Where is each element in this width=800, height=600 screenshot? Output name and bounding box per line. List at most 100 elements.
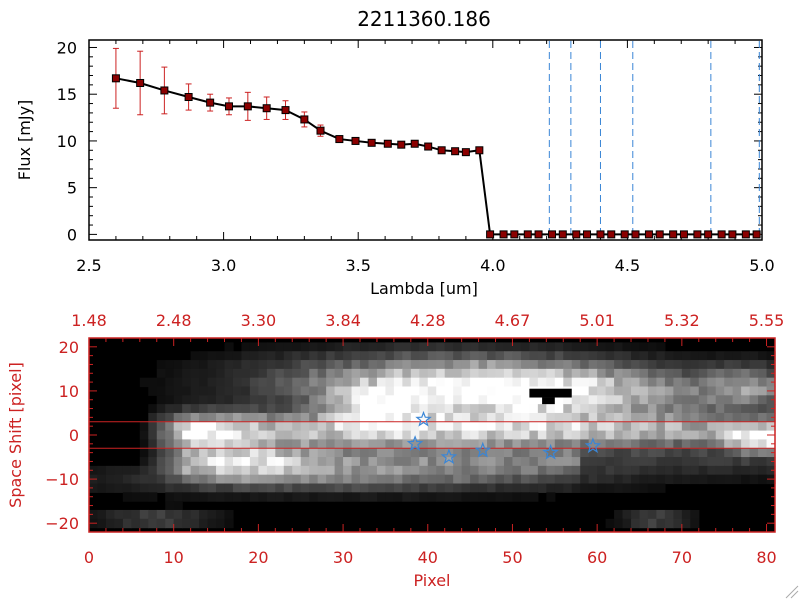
heatmap-cell: [148, 404, 158, 414]
heatmap-cell: [283, 351, 293, 361]
heatmap-cell: [105, 474, 116, 485]
heatmap-cell: [724, 421, 734, 432]
heatmap-cell: [216, 439, 226, 449]
heatmap-cell: [749, 421, 759, 432]
heatmap-cell: [673, 360, 683, 370]
heatmap-cell: [444, 404, 454, 414]
heatmap-cell: [470, 368, 480, 379]
heatmap-cell: [393, 465, 403, 476]
heatmap-cell: [343, 474, 353, 485]
heatmap-cell: [376, 386, 387, 396]
heatmap-cell: [639, 368, 649, 379]
heatmap-cell: [732, 430, 742, 441]
heatmap-cell: [410, 386, 420, 396]
heatmap-cell: [732, 377, 742, 388]
heatmap-cell: [571, 368, 581, 379]
heatmap-cell: [385, 377, 395, 388]
heatmap-cell: [427, 465, 437, 476]
heatmap-cell: [690, 368, 700, 379]
heatmap-cell: [563, 351, 573, 361]
heatmap-cell: [470, 351, 480, 361]
heatmap-cell: [732, 448, 742, 458]
heatmap-cell: [334, 412, 344, 423]
heatmap-cell: [444, 377, 454, 388]
heatmap-cell: [199, 465, 209, 476]
heatmap-cell: [597, 360, 607, 370]
heatmap-cell: [461, 439, 471, 449]
top-x-tick-label: 2.5: [76, 256, 101, 275]
heatmap-cell: [249, 474, 259, 485]
heatmap-cell: [182, 474, 192, 485]
heatmap-cell: [487, 439, 497, 449]
heatmap-cell: [698, 368, 708, 379]
heatmap-cell: [249, 404, 259, 414]
heatmap-cell: [741, 430, 751, 441]
heatmap-cell: [707, 412, 717, 423]
heatmap-cell: [512, 351, 522, 361]
heatmap-cell: [410, 421, 420, 432]
heatmap-cell: [529, 351, 539, 361]
heatmap-cell: [224, 492, 234, 502]
heatmap-cell: [529, 412, 539, 423]
heatmap-cell: [385, 421, 395, 432]
heatmap-cell: [453, 457, 463, 467]
heatmap-cell: [622, 404, 632, 414]
heatmap-cell: [664, 412, 674, 423]
heatmap-cell: [631, 518, 641, 529]
heatmap-cell: [326, 483, 336, 493]
heatmap-cell: [182, 404, 192, 414]
heatmap-cell: [165, 501, 175, 511]
heatmap-cell: [232, 360, 243, 370]
heatmap-cell: [114, 465, 124, 476]
heatmap-cell: [173, 395, 183, 405]
heatmap-cell: [546, 351, 556, 361]
heatmap-cell: [139, 421, 149, 432]
flux-data-point: [717, 230, 726, 239]
heatmap-cell: [249, 483, 259, 493]
heatmap-cell: [309, 395, 319, 405]
heatmap-cell: [444, 395, 454, 405]
heatmap-cell: [664, 351, 674, 361]
heatmap-cell: [402, 457, 412, 467]
heatmap-cell: [182, 492, 192, 502]
heatmap-cell: [487, 404, 497, 414]
heatmap-cell: [351, 492, 361, 502]
heatmap-cell: [300, 386, 310, 396]
heatmap-cell: [232, 351, 243, 361]
heatmap-cell: [520, 439, 530, 449]
heatmap-cell: [427, 421, 437, 432]
bottom-x-tick-label: 10: [164, 548, 184, 567]
heatmap-cell: [249, 386, 259, 396]
heatmap-cell: [588, 483, 598, 493]
heatmap-cell: [690, 412, 700, 423]
heatmap-cell: [503, 439, 514, 449]
heatmap-cell: [639, 412, 649, 423]
heatmap-cell: [622, 395, 632, 405]
heatmap-cell: [292, 342, 302, 352]
heatmap-cell: [258, 448, 268, 458]
heatmap-cell: [529, 474, 539, 485]
heatmap-cell: [182, 457, 192, 467]
heatmap-cell: [385, 474, 395, 485]
heatmap-cell: [588, 360, 598, 370]
heatmap-cell: [360, 465, 370, 476]
top-x-tick-label: 3.5: [345, 256, 370, 275]
heatmap-cell: [232, 412, 243, 423]
heatmap-cell: [563, 342, 573, 352]
heatmap-cell: [681, 377, 691, 388]
heatmap-cell: [520, 457, 530, 467]
heatmap-cell: [139, 518, 149, 529]
heatmap-cell: [275, 412, 285, 423]
heatmap-cell: [622, 518, 632, 529]
resize-grip-icon[interactable]: [785, 585, 799, 599]
heatmap-cell: [224, 457, 234, 467]
heatmap-cell: [292, 457, 302, 467]
heatmap-cell: [402, 483, 412, 493]
heatmap-cell: [326, 474, 336, 485]
heatmap-cell: [427, 457, 437, 467]
heatmap-cell: [503, 457, 514, 467]
heatmap-cell: [351, 395, 361, 405]
heatmap-cell: [554, 430, 564, 441]
heatmap-cell: [258, 377, 268, 388]
heatmap-cell: [707, 368, 717, 379]
